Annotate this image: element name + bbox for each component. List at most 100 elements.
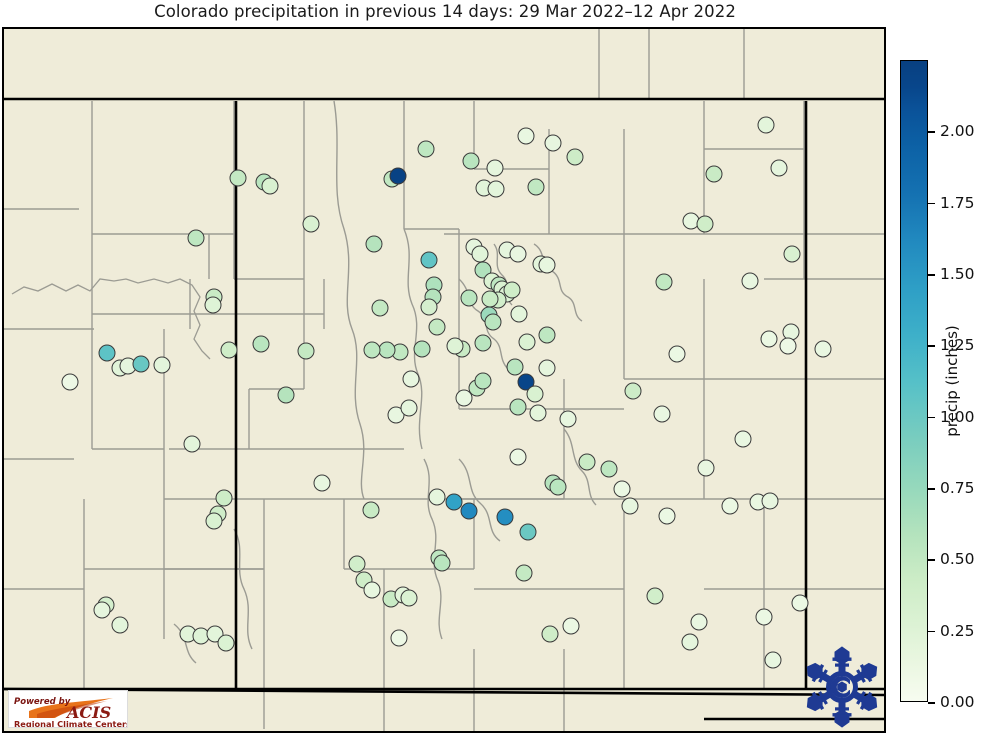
station-marker[interactable] xyxy=(697,459,715,477)
station-marker[interactable] xyxy=(509,398,527,416)
station-marker[interactable] xyxy=(132,355,150,373)
station-marker[interactable] xyxy=(61,373,79,391)
station-marker[interactable] xyxy=(474,334,492,352)
station-marker[interactable] xyxy=(363,341,381,359)
station-marker[interactable] xyxy=(428,488,446,506)
station-marker[interactable] xyxy=(761,492,779,510)
station-marker[interactable] xyxy=(183,435,201,453)
station-marker[interactable] xyxy=(420,298,438,316)
station-marker[interactable] xyxy=(509,448,527,466)
station-marker[interactable] xyxy=(487,180,505,198)
station-marker[interactable] xyxy=(413,340,431,358)
station-marker[interactable] xyxy=(690,613,708,631)
station-marker[interactable] xyxy=(506,358,524,376)
station-marker[interactable] xyxy=(549,478,567,496)
acis-logo[interactable]: Powered by ACIS Regional Climate Centers xyxy=(8,690,128,728)
station-marker[interactable] xyxy=(734,430,752,448)
station-marker[interactable] xyxy=(510,305,528,323)
station-marker[interactable] xyxy=(760,330,778,348)
station-marker[interactable] xyxy=(681,633,699,651)
station-marker[interactable] xyxy=(600,460,618,478)
station-marker[interactable] xyxy=(646,587,664,605)
station-marker[interactable] xyxy=(400,589,418,607)
station-marker[interactable] xyxy=(527,178,545,196)
station-marker[interactable] xyxy=(755,608,773,626)
station-marker[interactable] xyxy=(93,601,111,619)
station-marker[interactable] xyxy=(363,581,381,599)
station-marker[interactable] xyxy=(205,512,223,530)
station-marker[interactable] xyxy=(446,337,464,355)
station-marker[interactable] xyxy=(362,501,380,519)
station-marker[interactable] xyxy=(471,245,489,263)
station-marker[interactable] xyxy=(783,245,801,263)
station-marker[interactable] xyxy=(529,404,547,422)
station-marker[interactable] xyxy=(509,245,527,263)
station-marker[interactable] xyxy=(389,167,407,185)
station-marker[interactable] xyxy=(658,507,676,525)
station-marker[interactable] xyxy=(378,341,396,359)
station-marker[interactable] xyxy=(215,489,233,507)
station-marker[interactable] xyxy=(696,215,714,233)
station-marker[interactable] xyxy=(668,345,686,363)
station-marker[interactable] xyxy=(252,335,270,353)
station-marker[interactable] xyxy=(187,229,205,247)
station-marker[interactable] xyxy=(417,140,435,158)
station-marker[interactable] xyxy=(433,554,451,572)
station-marker[interactable] xyxy=(559,410,577,428)
station-marker[interactable] xyxy=(460,289,478,307)
station-marker[interactable] xyxy=(496,508,514,526)
station-marker[interactable] xyxy=(484,313,502,331)
station-marker[interactable] xyxy=(229,169,247,187)
station-marker[interactable] xyxy=(153,356,171,374)
station-marker[interactable] xyxy=(481,290,499,308)
station-marker[interactable] xyxy=(538,256,556,274)
station-marker[interactable] xyxy=(741,272,759,290)
station-marker[interactable] xyxy=(613,480,631,498)
station-marker[interactable] xyxy=(261,177,279,195)
station-marker[interactable] xyxy=(562,617,580,635)
station-marker[interactable] xyxy=(220,341,238,359)
station-marker[interactable] xyxy=(302,215,320,233)
station-marker[interactable] xyxy=(526,385,544,403)
station-marker[interactable] xyxy=(297,342,315,360)
station-marker[interactable] xyxy=(519,523,537,541)
station-marker[interactable] xyxy=(486,159,504,177)
station-marker[interactable] xyxy=(621,497,639,515)
station-marker[interactable] xyxy=(538,359,556,377)
station-marker[interactable] xyxy=(420,251,438,269)
station-marker[interactable] xyxy=(402,370,420,388)
station-marker[interactable] xyxy=(455,389,473,407)
station-marker[interactable] xyxy=(204,296,222,314)
station-marker[interactable] xyxy=(515,564,533,582)
colorbar[interactable]: 0.00 0.25 0.50 0.75 1.00 1.25 1.50 1.75 2.00 xyxy=(900,60,975,711)
station-marker[interactable] xyxy=(445,493,463,511)
station-marker[interactable] xyxy=(653,405,671,423)
station-marker[interactable] xyxy=(217,634,235,652)
station-marker[interactable] xyxy=(541,625,559,643)
station-marker[interactable] xyxy=(460,502,478,520)
station-marker[interactable] xyxy=(624,382,642,400)
station-marker[interactable] xyxy=(779,337,797,355)
station-marker[interactable] xyxy=(503,281,521,299)
station-marker[interactable] xyxy=(764,651,782,669)
map-panel[interactable] xyxy=(2,27,886,733)
station-marker[interactable] xyxy=(705,165,723,183)
station-marker[interactable] xyxy=(313,474,331,492)
station-marker[interactable] xyxy=(566,148,584,166)
station-marker[interactable] xyxy=(400,399,418,417)
station-marker[interactable] xyxy=(518,333,536,351)
station-marker[interactable] xyxy=(98,344,116,362)
station-marker[interactable] xyxy=(348,555,366,573)
station-marker[interactable] xyxy=(390,629,408,647)
station-marker[interactable] xyxy=(791,594,809,612)
station-marker[interactable] xyxy=(757,116,775,134)
station-marker[interactable] xyxy=(277,386,295,404)
station-marker[interactable] xyxy=(544,134,562,152)
station-marker[interactable] xyxy=(371,299,389,317)
station-marker[interactable] xyxy=(517,127,535,145)
station-marker[interactable] xyxy=(814,340,832,358)
station-marker[interactable] xyxy=(365,235,383,253)
station-marker[interactable] xyxy=(428,318,446,336)
station-marker[interactable] xyxy=(462,152,480,170)
station-marker[interactable] xyxy=(538,326,556,344)
